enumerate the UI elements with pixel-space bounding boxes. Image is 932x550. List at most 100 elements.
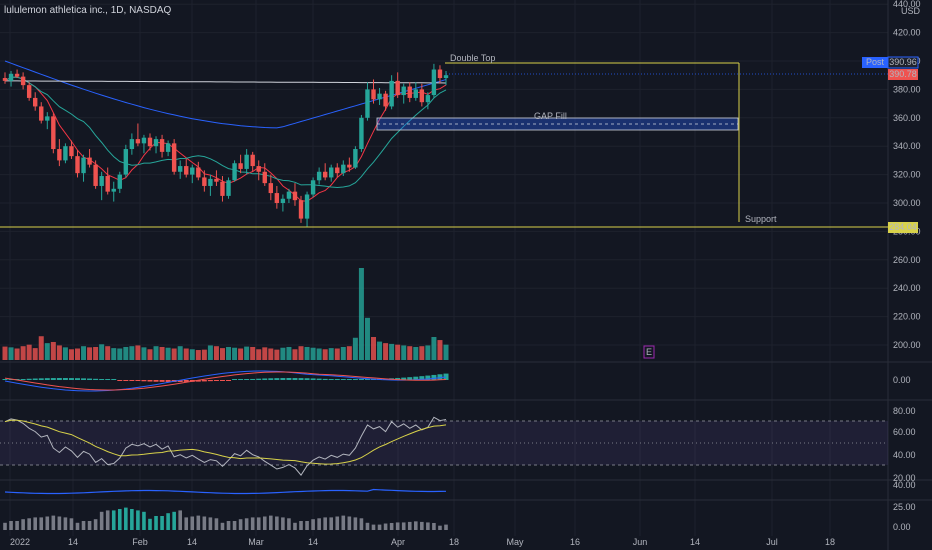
lower-histogram-bar (130, 509, 134, 530)
lower-histogram-bar (81, 521, 86, 530)
candle-body (365, 89, 370, 118)
volume-bar (165, 347, 171, 360)
lower-histogram-bar (426, 522, 430, 530)
candle-body (159, 139, 165, 152)
lower-histogram-bar (383, 523, 388, 530)
candle-body (220, 181, 225, 196)
volume-bar (44, 343, 50, 360)
candle-body (147, 137, 153, 147)
ma-flat-line (5, 80, 447, 84)
volume-bar (189, 349, 195, 360)
macd-bar (352, 379, 358, 380)
volume-bar (334, 348, 340, 360)
candle-body (353, 149, 358, 168)
lower-histogram-bar (33, 517, 38, 530)
macd-bar (44, 378, 50, 380)
candle-body (214, 178, 219, 182)
lower-histogram-bar (269, 515, 273, 530)
macd-bar (268, 378, 274, 380)
macd-bar (292, 378, 298, 380)
macd-bar (111, 379, 117, 380)
volume-bar (262, 347, 268, 360)
macd-bar (20, 379, 26, 380)
candle-body (286, 191, 292, 199)
lower-histogram-bar (353, 517, 358, 530)
lower-histogram-bar (287, 518, 291, 530)
macd-bar (395, 377, 401, 380)
macd-bar (201, 380, 207, 382)
candle-body (202, 177, 207, 186)
lower-histogram-bar (359, 518, 364, 530)
lower-axis-top-label: 40.00 (893, 480, 916, 490)
macd-bar (226, 380, 232, 381)
macd-bar (141, 380, 147, 382)
lower-histogram-bar (275, 516, 279, 530)
macd-bar (81, 378, 87, 380)
candle-body (39, 106, 44, 121)
candle-body (117, 174, 122, 189)
time-axis-label: 14 (68, 537, 78, 547)
volume-bar (328, 348, 334, 360)
candle-body (184, 166, 189, 175)
volume-bar (304, 346, 310, 360)
macd-bar (32, 378, 38, 380)
candle-body (431, 69, 437, 96)
volume-bar (425, 345, 431, 360)
candle-body (329, 167, 334, 178)
ma-mid-line (4, 76, 447, 189)
macd-bar (340, 379, 346, 380)
volume-bar (135, 345, 141, 360)
lower-histogram-bar (63, 517, 68, 530)
lower-histogram-bar (105, 510, 110, 530)
price-axis-label: 200.00 (893, 340, 921, 350)
macd-bar (99, 379, 105, 380)
volume-bar (14, 348, 20, 360)
volume-bar (316, 348, 322, 360)
macd-bar (50, 378, 56, 380)
lower-histogram-bar (395, 522, 400, 530)
volume-bar (244, 346, 250, 360)
macd-bar (401, 377, 407, 380)
lower-histogram-bar (69, 518, 74, 530)
candle-body (322, 171, 328, 178)
lower-histogram-bar (160, 516, 164, 530)
macd-bar (153, 380, 159, 382)
volume-bar (413, 346, 419, 360)
macd-bar (256, 378, 262, 380)
lower-histogram-bar (220, 522, 225, 530)
macd-bar (165, 380, 171, 382)
macd-bar (328, 379, 334, 380)
volume-bar (74, 348, 80, 360)
price-axis-label: 420.00 (893, 28, 921, 38)
macd-bar (129, 380, 135, 381)
lower-histogram-bar (341, 515, 346, 530)
candle-body (20, 76, 26, 86)
candle-body (14, 73, 20, 77)
lower-histogram-bar (202, 516, 207, 530)
lower-histogram-bar (39, 517, 44, 530)
lower-histogram-bar (432, 522, 436, 530)
candle-body (123, 149, 129, 175)
lower-histogram-bar (389, 522, 394, 530)
volume-bar (443, 344, 449, 360)
volume-bar (111, 348, 117, 360)
volume-bar (340, 346, 346, 360)
candle-body (232, 163, 237, 181)
volume-bar (68, 349, 74, 360)
macd-axis-label: 0.00 (893, 375, 911, 385)
volume-bar (346, 346, 352, 360)
lower-histogram-bar (335, 516, 340, 530)
chart-header: lululemon athletica inc., 1D, NASDAQ (4, 5, 171, 16)
lower-histogram-bar (148, 518, 152, 530)
lower-axis-label: 25.00 (893, 502, 916, 512)
candle-body (8, 73, 14, 81)
volume-bar (268, 348, 274, 360)
candle-body (335, 167, 340, 174)
price-axis-label: 260.00 (893, 255, 921, 265)
candle-body (316, 171, 322, 181)
volume-bar (431, 337, 437, 360)
candle-body (57, 149, 62, 161)
volume-bar (250, 346, 256, 360)
price-axis-currency: USD (901, 6, 921, 16)
